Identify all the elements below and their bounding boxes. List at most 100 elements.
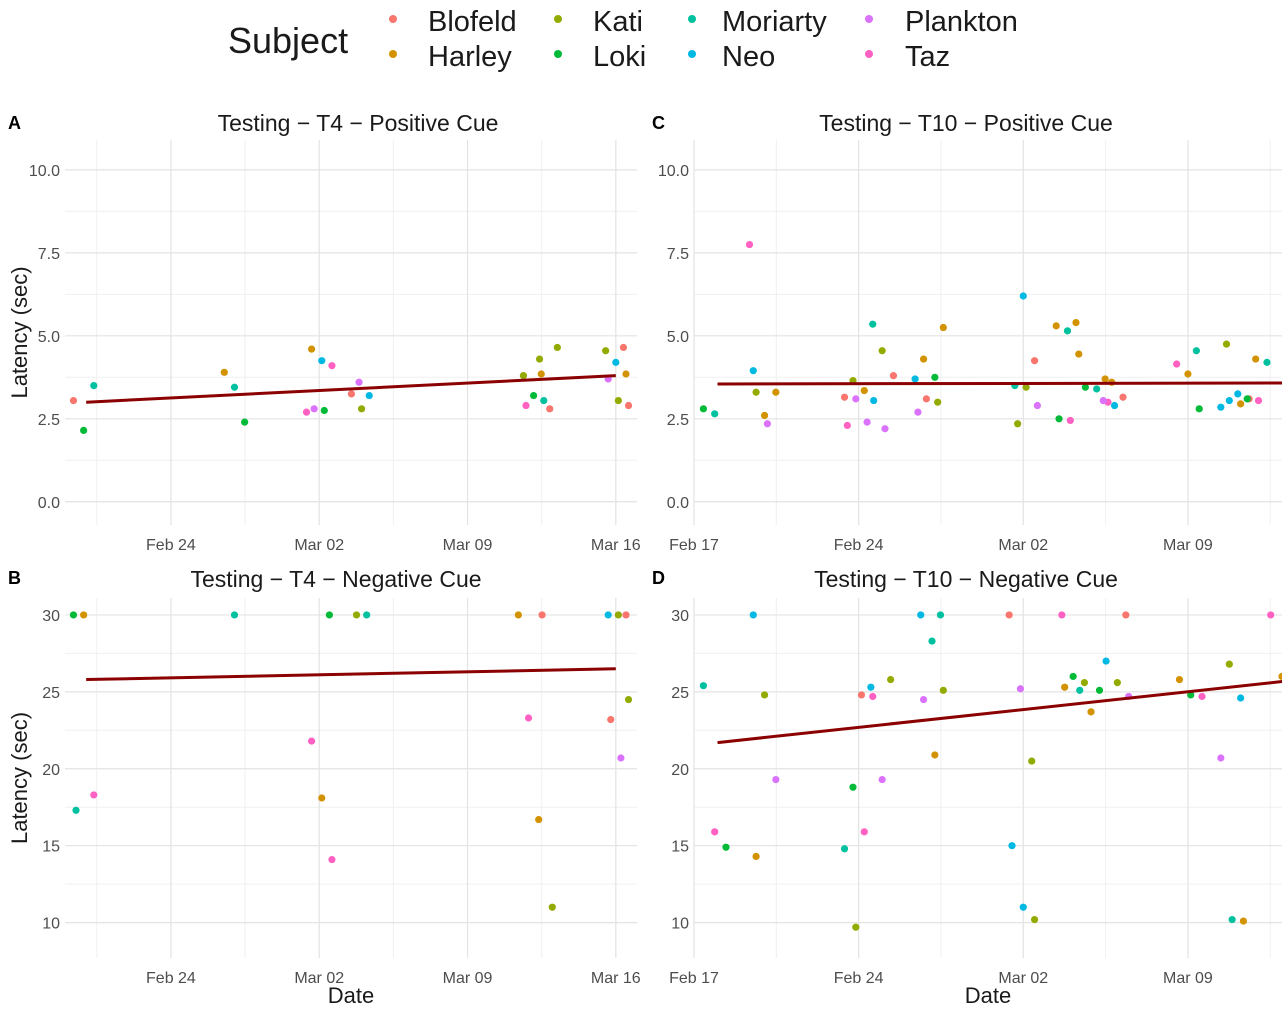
y-tick-label: 2.5 [667,412,689,429]
data-point-loki [1095,686,1104,694]
panel-title: Testing − T4 − Positive Cue [218,110,499,136]
legend-label-neo: Neo [722,41,776,73]
data-point-plankton [852,395,860,403]
data-point-moriarty [540,396,548,405]
data-point-plankton [355,378,363,386]
y-tick-label: 15 [42,839,60,856]
y-axis-label: Latency (sec) [7,712,32,844]
data-point-taz [328,362,336,370]
data-point-kati [934,398,942,406]
data-point-neo [612,358,620,366]
data-point-harley [772,388,780,396]
y-tick-label: 15 [671,839,689,856]
data-point-neo [318,357,326,365]
x-tick-label: Mar 16 [591,970,641,987]
data-point-loki [1243,395,1251,403]
data-point-taz [307,737,316,745]
x-axis-label: Date [328,983,374,1008]
data-point-harley [1075,350,1083,358]
data-point-harley [1061,683,1069,691]
data-point-harley [535,815,543,824]
legend-swatch-taz [865,50,873,58]
data-point-harley [514,611,522,619]
legend-label-plankton: Plankton [905,6,1018,38]
data-point-blofeld [607,715,615,724]
data-point-harley [1237,400,1245,408]
panel-c: Feb 17 Feb 24 Mar 02 Mar 09 0.0 2.5 5.0 7.5 10.0… [652,110,1282,554]
data-point-plankton [763,420,771,428]
y-tick-label: 10.0 [29,163,60,180]
data-point-harley [1184,370,1192,378]
data-point-loki [69,611,78,619]
data-point-harley [931,751,939,759]
data-point-kati [1113,679,1121,687]
data-point-plankton [881,425,889,433]
data-point-plankton [1099,396,1107,405]
data-point-plankton [863,418,871,426]
x-tick-label: Mar 02 [998,970,1048,987]
data-point-blofeld [889,372,898,380]
legend-swatch-kati [554,15,562,23]
data-point-harley [760,411,769,420]
data-point-neo [604,611,612,619]
data-point-harley [1278,672,1282,681]
data-point-kati [760,691,769,699]
y-tick-label: 25 [671,685,689,702]
legend-swatch-blofeld [389,15,397,23]
data-point-blofeld [619,343,628,352]
y-tick-label: 20 [42,762,60,779]
y-tick-label: 7.5 [38,246,60,263]
panel-a: Feb 24 Mar 02 Mar 09 Mar 16 0.0 2.5 5.0 7.5 10.0… [7,110,641,554]
data-point-neo [1225,396,1233,405]
panel-title: Testing − T4 − Negative Cue [190,566,481,592]
y-tick-label: 10.0 [658,163,689,180]
legend-swatch-moriarty [688,15,696,23]
data-point-loki [1195,405,1203,413]
data-point-taz [1254,396,1263,405]
y-tick-label: 7.5 [667,246,689,263]
data-point-moriarty [936,611,945,619]
data-point-kati [852,923,860,931]
data-point-harley [537,370,545,378]
x-tick-label: Mar 02 [998,537,1048,554]
y-axis-label: Latency (sec) [7,266,32,398]
data-point-taz [524,714,533,722]
y-tick-label: 30 [42,608,60,625]
data-point-taz [711,828,719,836]
trend-line [717,680,1282,745]
data-point-loki [325,611,333,619]
panel-title: Testing − T10 − Negative Cue [814,566,1118,592]
data-point-kati [887,675,895,684]
data-point-kati [624,695,633,704]
data-point-kati [519,372,528,380]
x-tick-label: Feb 17 [669,970,719,987]
data-point-kati [1028,757,1036,765]
data-point-kati [1022,383,1030,391]
data-point-kati [1080,679,1089,687]
data-point-harley [1052,322,1060,330]
data-point-harley [80,611,88,619]
data-point-loki [241,418,249,426]
y-tick-label: 10 [671,916,689,933]
data-point-moriarty [230,383,239,391]
data-point-plankton [1217,754,1225,762]
data-point-plankton [1016,685,1025,693]
x-tick-label: Mar 02 [294,537,344,554]
trend-line [86,667,616,682]
data-point-loki [931,373,939,381]
data-point-harley [220,368,228,376]
data-point-moriarty [869,320,877,328]
data-point-loki [699,405,708,413]
data-point-taz [860,828,868,836]
data-point-taz [843,421,851,430]
data-point-blofeld [922,395,930,403]
data-point-harley [1087,708,1095,716]
data-point-blofeld [840,393,849,401]
data-point-loki [320,406,328,415]
data-point-taz [302,408,311,416]
legend-swatch-loki [554,50,562,58]
data-point-moriarty [1063,327,1072,335]
data-point-kati [939,686,947,694]
data-point-kati [1225,660,1233,668]
data-point-blofeld [622,611,630,619]
